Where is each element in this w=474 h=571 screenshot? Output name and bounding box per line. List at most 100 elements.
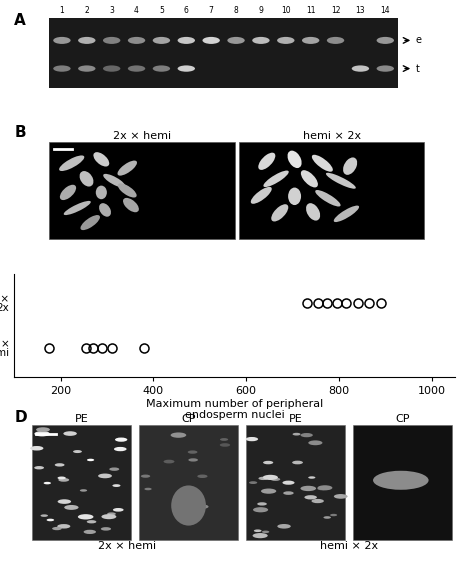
Circle shape	[34, 431, 50, 436]
Ellipse shape	[334, 206, 359, 222]
Circle shape	[311, 499, 324, 503]
Ellipse shape	[59, 155, 84, 171]
Ellipse shape	[80, 171, 93, 187]
Ellipse shape	[252, 37, 270, 44]
Circle shape	[101, 527, 111, 530]
Circle shape	[304, 495, 317, 500]
Ellipse shape	[64, 201, 91, 215]
Circle shape	[254, 529, 262, 532]
Text: 6: 6	[184, 6, 189, 15]
Ellipse shape	[271, 204, 288, 222]
Text: 3: 3	[109, 6, 114, 15]
Text: 8: 8	[234, 6, 238, 15]
Circle shape	[57, 524, 70, 529]
Circle shape	[196, 504, 209, 509]
Ellipse shape	[258, 152, 275, 170]
Ellipse shape	[277, 37, 294, 44]
Text: 9: 9	[258, 6, 264, 15]
Ellipse shape	[315, 190, 341, 207]
Circle shape	[188, 451, 198, 454]
Ellipse shape	[118, 160, 137, 176]
Text: 11: 11	[306, 6, 315, 15]
Circle shape	[64, 431, 77, 436]
Circle shape	[271, 477, 280, 481]
Circle shape	[64, 505, 79, 510]
Text: e: e	[415, 35, 421, 46]
Ellipse shape	[78, 37, 95, 44]
Circle shape	[109, 468, 119, 471]
Circle shape	[261, 489, 276, 494]
Ellipse shape	[327, 37, 344, 44]
Circle shape	[253, 507, 268, 512]
Circle shape	[141, 475, 150, 478]
Circle shape	[58, 499, 71, 504]
Ellipse shape	[96, 186, 107, 199]
Ellipse shape	[103, 66, 120, 72]
Circle shape	[323, 516, 331, 519]
Bar	[246, 425, 345, 540]
Circle shape	[188, 459, 198, 461]
Circle shape	[41, 514, 48, 517]
Bar	[49, 18, 398, 89]
Bar	[239, 142, 424, 239]
Ellipse shape	[326, 173, 356, 188]
Circle shape	[58, 478, 69, 482]
Ellipse shape	[123, 198, 139, 212]
Circle shape	[34, 466, 44, 469]
Ellipse shape	[128, 37, 145, 44]
Text: CP: CP	[182, 413, 196, 424]
Circle shape	[334, 494, 347, 498]
Ellipse shape	[178, 37, 195, 44]
Circle shape	[308, 440, 322, 445]
Text: 7: 7	[209, 6, 214, 15]
Circle shape	[220, 443, 230, 447]
Ellipse shape	[228, 37, 245, 44]
Circle shape	[257, 502, 267, 505]
Ellipse shape	[171, 485, 206, 525]
Ellipse shape	[153, 37, 170, 44]
Circle shape	[87, 520, 96, 524]
Circle shape	[107, 512, 116, 515]
Ellipse shape	[376, 37, 394, 44]
Text: 14: 14	[381, 6, 390, 15]
Circle shape	[44, 482, 51, 484]
Ellipse shape	[78, 66, 95, 72]
Circle shape	[263, 461, 273, 464]
Ellipse shape	[306, 203, 320, 220]
Circle shape	[164, 460, 174, 464]
Text: 10: 10	[281, 6, 291, 15]
Circle shape	[292, 461, 303, 464]
Circle shape	[30, 446, 44, 451]
Text: B: B	[14, 125, 26, 140]
Text: CP: CP	[395, 413, 410, 424]
Ellipse shape	[128, 66, 145, 72]
Circle shape	[249, 481, 257, 484]
Ellipse shape	[251, 187, 272, 204]
Circle shape	[98, 473, 112, 478]
Circle shape	[330, 514, 337, 516]
Text: hemi × 2x: hemi × 2x	[302, 131, 361, 140]
Circle shape	[246, 437, 258, 441]
Text: 2x × hemi: 2x × hemi	[98, 541, 156, 552]
Bar	[49, 142, 235, 239]
Circle shape	[262, 530, 269, 533]
Bar	[353, 425, 452, 540]
Ellipse shape	[264, 171, 289, 187]
Circle shape	[318, 485, 332, 490]
Ellipse shape	[99, 203, 111, 217]
Circle shape	[308, 476, 315, 478]
Text: PE: PE	[289, 413, 302, 424]
Text: hemi × 2x: hemi × 2x	[320, 541, 378, 552]
Text: PE: PE	[74, 413, 88, 424]
Circle shape	[78, 514, 93, 520]
Bar	[139, 425, 238, 540]
Ellipse shape	[103, 37, 120, 44]
Ellipse shape	[301, 170, 318, 187]
Bar	[32, 425, 131, 540]
Ellipse shape	[103, 174, 126, 188]
Text: 2x × hemi: 2x × hemi	[113, 131, 171, 140]
Ellipse shape	[288, 187, 301, 205]
Text: 5: 5	[159, 6, 164, 15]
Circle shape	[55, 463, 64, 467]
Ellipse shape	[118, 183, 137, 198]
